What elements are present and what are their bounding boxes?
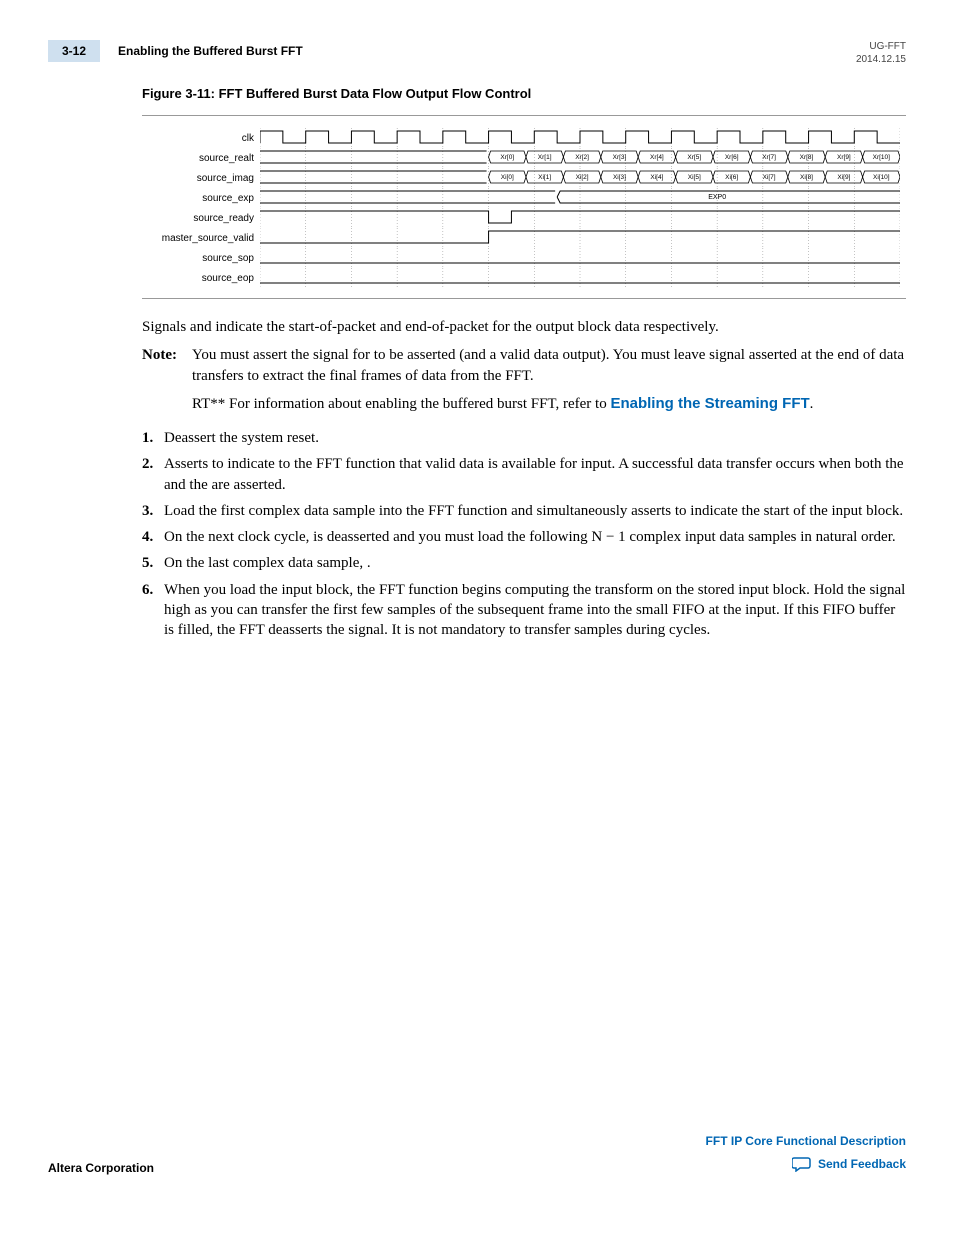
step-1: Deassert the system reset. (142, 428, 906, 448)
timing-diagram-region: clk source_realt Xr[0] Xr[1] Xr[2] Xr[3] Xr[4]… (142, 115, 906, 299)
signal-wave (260, 128, 900, 148)
svg-text:Xr[6]: Xr[6] (725, 154, 739, 161)
signal-wave (260, 228, 900, 248)
svg-text:Xi[2]: Xi[2] (576, 174, 589, 181)
svg-text:Xi[3]: Xi[3] (613, 174, 626, 181)
feedback-icon (792, 1156, 812, 1172)
svg-text:Xr[7]: Xr[7] (762, 154, 776, 161)
signal-wave: Xr[0] Xr[1] Xr[2] Xr[3] Xr[4] Xr[5] Xr[6] Xr[7]… (260, 148, 900, 168)
svg-text:Xr[4]: Xr[4] (650, 154, 664, 161)
signal-label: source_realt (142, 153, 260, 164)
send-feedback-link[interactable]: Send Feedback (792, 1156, 906, 1172)
header-right: UG-FFT 2014.12.15 (856, 40, 906, 66)
svg-text:Xi[1]: Xi[1] (538, 174, 551, 181)
note-reference: RT** For information about enabling the … (192, 394, 906, 414)
svg-text:Xr[3]: Xr[3] (613, 154, 627, 161)
step-4: On the next clock cycle, is deasserted a… (142, 527, 906, 547)
svg-text:Xi[7]: Xi[7] (763, 174, 776, 181)
svg-text:Xr[0]: Xr[0] (500, 154, 514, 161)
doc-date: 2014.12.15 (856, 53, 906, 66)
streaming-fft-link[interactable]: Enabling the Streaming FFT (610, 395, 809, 412)
note-label: Note: (142, 345, 192, 386)
signal-label: source_sop (142, 253, 260, 264)
signal-wave (260, 248, 900, 268)
note-body: You must assert the signal for to be ass… (192, 345, 906, 386)
note-rt-post: . (810, 396, 814, 412)
svg-text:EXP0: EXP0 (708, 194, 726, 201)
paragraph-signals: Signals and indicate the start-of-packet… (142, 317, 906, 337)
body-text: Signals and indicate the start-of-packet… (142, 317, 906, 640)
svg-text:Xr[10]: Xr[10] (873, 154, 891, 161)
header-section-title: Enabling the Buffered Burst FFT (118, 44, 303, 58)
svg-text:Xr[8]: Xr[8] (800, 154, 814, 161)
svg-text:Xi[8]: Xi[8] (800, 174, 813, 181)
footer-chapter-link[interactable]: FFT IP Core Functional Description (706, 1134, 906, 1148)
doc-code: UG-FFT (856, 40, 906, 53)
svg-text:Xi[9]: Xi[9] (837, 174, 850, 181)
svg-text:Xr[9]: Xr[9] (837, 154, 851, 161)
steps-list: Deassert the system reset. Asserts to in… (142, 428, 906, 640)
header-left: 3-12 Enabling the Buffered Burst FFT (48, 40, 303, 62)
signal-wave: EXP0 (260, 188, 900, 208)
feedback-label: Send Feedback (818, 1157, 906, 1171)
step-2: Asserts to indicate to the FFT function … (142, 454, 906, 495)
svg-text:Xi[6]: Xi[6] (725, 174, 738, 181)
svg-text:Xi[4]: Xi[4] (650, 174, 663, 181)
timing-diagram: clk source_realt Xr[0] Xr[1] Xr[2] Xr[3] Xr[4]… (142, 128, 906, 288)
signal-label: master_source_valid (142, 233, 260, 244)
step-3: Load the first complex data sample into … (142, 501, 906, 521)
note-block: Note: You must assert the signal for to … (142, 345, 906, 386)
page-number-badge: 3-12 (48, 40, 100, 62)
signal-label: source_imag (142, 173, 260, 184)
footer-right: FFT IP Core Functional Description Send … (706, 1134, 906, 1175)
svg-text:Xr[1]: Xr[1] (538, 154, 552, 161)
page-header: 3-12 Enabling the Buffered Burst FFT UG-… (48, 40, 906, 66)
signal-label: source_ready (142, 213, 260, 224)
signal-wave (260, 268, 900, 288)
svg-text:Xr[2]: Xr[2] (575, 154, 589, 161)
signal-label: source_eop (142, 273, 260, 284)
svg-text:Xr[5]: Xr[5] (687, 154, 701, 161)
signal-label: source_exp (142, 193, 260, 204)
signal-wave (260, 208, 900, 228)
footer-company: Altera Corporation (48, 1161, 154, 1175)
signal-label: clk (142, 133, 260, 144)
step-6: When you load the input block, the FFT f… (142, 580, 906, 641)
signal-wave: Xi[0] Xi[1] Xi[2] Xi[3] Xi[4] Xi[5] Xi[6] Xi[7]… (260, 168, 900, 188)
page-footer: Altera Corporation FFT IP Core Functiona… (48, 1134, 906, 1175)
svg-text:Xi[0]: Xi[0] (501, 174, 514, 181)
svg-text:Xi[10]: Xi[10] (873, 174, 890, 181)
figure-title: Figure 3-11: FFT Buffered Burst Data Flo… (142, 86, 906, 101)
step-5: On the last complex data sample, . (142, 553, 906, 573)
note-rt-pre: RT** For information about enabling the … (192, 396, 610, 412)
svg-text:Xi[5]: Xi[5] (688, 174, 701, 181)
